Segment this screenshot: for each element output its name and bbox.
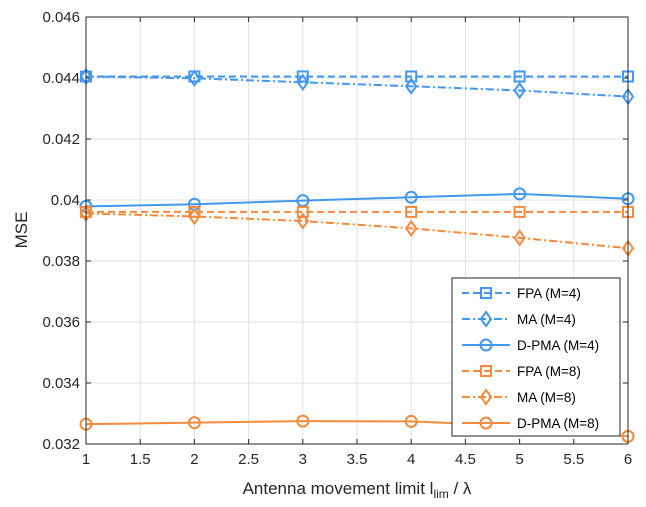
legend-label: D-PMA (M=4) <box>517 338 599 353</box>
data-point <box>405 205 418 218</box>
data-point <box>188 69 201 88</box>
x-tick-label: 5 <box>515 451 523 468</box>
x-tick-label: 5.5 <box>563 451 584 468</box>
y-tick-label: 0.038 <box>42 253 80 270</box>
legend-entry: D-PMA (M=8) <box>462 416 599 431</box>
x-tick-label: 3 <box>299 451 307 468</box>
legend-marker <box>479 310 493 328</box>
data-point <box>404 219 418 238</box>
legend-label: FPA (M=4) <box>517 286 581 301</box>
plot-frame <box>85 16 629 445</box>
y-tick-label: 0.036 <box>42 314 80 331</box>
legend-marker <box>480 365 492 377</box>
data-point <box>404 77 418 95</box>
y-axis-label: MSE <box>12 212 31 249</box>
data-point <box>513 70 526 83</box>
series-line <box>85 212 629 250</box>
x-tick-label: 4 <box>407 451 415 468</box>
x-tick-label: 1 <box>82 451 90 468</box>
legend-label: D-PMA (M=8) <box>517 416 599 431</box>
data-point <box>187 416 201 430</box>
legend-label: FPA (M=8) <box>517 364 581 379</box>
legend-entry: D-PMA (M=4) <box>462 338 599 353</box>
x-axis-label: Antenna movement limit llim / λ <box>243 479 472 501</box>
x-tick-label: 6 <box>624 451 632 468</box>
data-point <box>513 229 526 247</box>
y-tick-label: 0.042 <box>42 131 80 148</box>
data-point <box>513 81 526 100</box>
x-tick-label: 3.5 <box>347 451 368 468</box>
data-point <box>296 73 310 91</box>
data-point <box>513 187 527 201</box>
x-axis-label-subscript: lim <box>433 487 448 501</box>
data-point <box>296 70 309 83</box>
legend-label: MA (M=4) <box>517 312 576 327</box>
legend: FPA (M=4) MA (M=4) D-PMA (M=4) FPA (M=8) MA … <box>451 277 621 437</box>
series-line <box>85 75 629 98</box>
data-point <box>513 205 526 218</box>
y-tick-label: 0.034 <box>42 375 80 392</box>
legend-entry: MA (M=4) <box>462 310 576 328</box>
data-point <box>404 414 418 428</box>
legend-label: MA (M=8) <box>517 390 576 405</box>
x-tick-label: 2.5 <box>238 451 259 468</box>
data-point <box>296 212 310 230</box>
y-tick-label: 0.046 <box>42 9 80 26</box>
data-point <box>188 207 201 226</box>
series-line <box>85 192 629 208</box>
legend-marker <box>479 416 493 430</box>
legend-marker <box>479 388 493 406</box>
data-point <box>405 70 418 83</box>
legend-entry: FPA (M=4) <box>462 286 581 301</box>
legend-marker <box>479 338 493 352</box>
series-ma-m-8- <box>79 204 635 257</box>
data-point <box>404 190 418 204</box>
legend-entry: FPA (M=8) <box>462 364 581 379</box>
y-tick-label: 0.032 <box>42 436 80 453</box>
x-tick-label: 2 <box>190 451 198 468</box>
y-axis-ticks: 0.032 0.034 0.036 0.038 0.04 0.042 0.044 0.046 <box>42 9 628 453</box>
legend-marker <box>480 287 492 299</box>
x-tick-label: 1.5 <box>130 451 151 468</box>
legend-entry: MA (M=8) <box>462 388 576 406</box>
y-tick-label: 0.04 <box>51 192 80 209</box>
series-layer <box>79 67 635 443</box>
x-tick-label: 4.5 <box>455 451 476 468</box>
data-point <box>296 205 309 218</box>
y-tick-label: 0.044 <box>42 70 80 87</box>
data-point <box>296 414 310 428</box>
legend-box <box>451 277 621 437</box>
